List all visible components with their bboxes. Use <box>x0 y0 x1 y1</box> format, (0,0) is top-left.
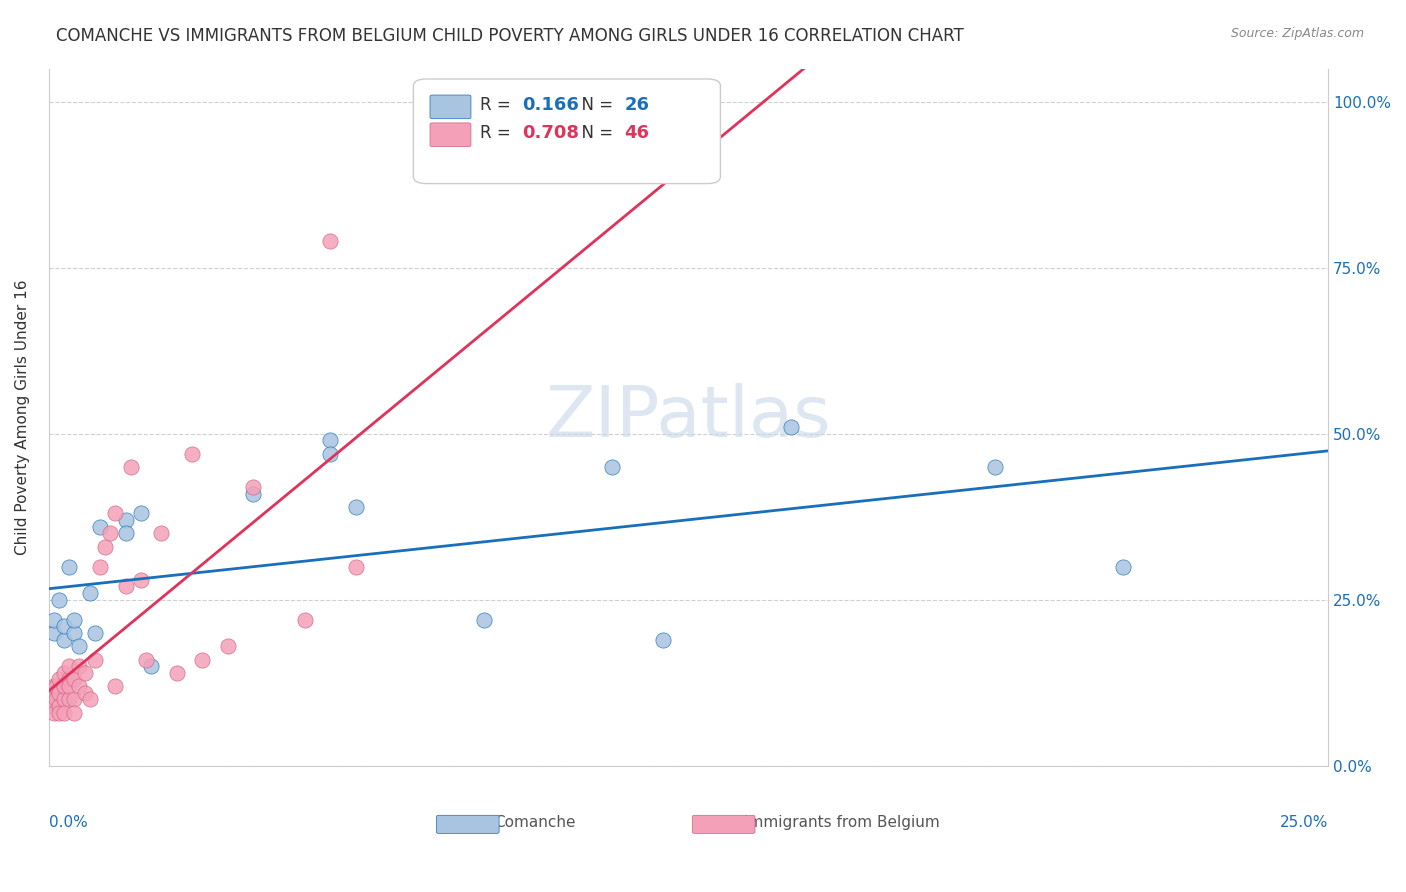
Point <box>1112 559 1135 574</box>
Text: Source: ZipAtlas.com: Source: ZipAtlas.com <box>1230 27 1364 40</box>
Point <box>344 500 367 514</box>
Point <box>58 692 80 706</box>
Point <box>45 692 67 706</box>
Text: 25.0%: 25.0% <box>1279 814 1329 830</box>
Text: N =: N = <box>571 96 619 114</box>
Point <box>63 613 86 627</box>
FancyBboxPatch shape <box>430 95 471 119</box>
Text: 0.0%: 0.0% <box>49 814 87 830</box>
Point <box>139 659 162 673</box>
Point <box>63 626 86 640</box>
Point <box>89 519 111 533</box>
Point <box>319 234 342 248</box>
FancyBboxPatch shape <box>692 815 755 833</box>
Point <box>58 559 80 574</box>
Point <box>53 692 76 706</box>
Text: N =: N = <box>571 124 619 143</box>
Point <box>63 673 86 687</box>
Text: COMANCHE VS IMMIGRANTS FROM BELGIUM CHILD POVERTY AMONG GIRLS UNDER 16 CORRELATI: COMANCHE VS IMMIGRANTS FROM BELGIUM CHIL… <box>56 27 965 45</box>
Point <box>94 540 117 554</box>
Text: 46: 46 <box>624 124 650 143</box>
Point <box>472 613 495 627</box>
Point <box>42 686 65 700</box>
Point <box>53 619 76 633</box>
Point <box>651 632 673 647</box>
Point <box>73 686 96 700</box>
Point <box>984 459 1007 474</box>
Point <box>73 665 96 680</box>
Y-axis label: Child Poverty Among Girls Under 16: Child Poverty Among Girls Under 16 <box>15 279 30 555</box>
Text: 0.708: 0.708 <box>522 124 579 143</box>
Text: 0.166: 0.166 <box>522 96 579 114</box>
Point <box>53 679 76 693</box>
Point <box>48 673 70 687</box>
Point <box>150 526 173 541</box>
Point <box>83 626 105 640</box>
Point <box>135 652 157 666</box>
Text: ZIPatlas: ZIPatlas <box>546 383 831 451</box>
Point <box>344 559 367 574</box>
Point <box>48 698 70 713</box>
Point <box>42 626 65 640</box>
Point <box>42 706 65 720</box>
Point <box>58 679 80 693</box>
Point <box>181 447 204 461</box>
Point <box>63 692 86 706</box>
Point <box>217 639 239 653</box>
Point <box>104 679 127 693</box>
Point <box>48 686 70 700</box>
Point <box>114 579 136 593</box>
Point <box>69 659 91 673</box>
Point <box>58 659 80 673</box>
Point <box>53 665 76 680</box>
Point <box>129 507 152 521</box>
Point <box>69 679 91 693</box>
Text: Immigrants from Belgium: Immigrants from Belgium <box>744 814 939 830</box>
Point <box>53 706 76 720</box>
Point <box>98 526 121 541</box>
Point <box>120 459 142 474</box>
Point <box>42 613 65 627</box>
Point <box>294 613 316 627</box>
Point <box>48 592 70 607</box>
FancyBboxPatch shape <box>413 79 720 184</box>
Point <box>242 486 264 500</box>
Point <box>600 459 623 474</box>
Point <box>83 652 105 666</box>
Text: 26: 26 <box>624 96 650 114</box>
Point <box>42 679 65 693</box>
Text: Comanche: Comanche <box>494 814 575 830</box>
Point <box>69 639 91 653</box>
Point <box>63 706 86 720</box>
Point <box>319 447 342 461</box>
Point <box>89 559 111 574</box>
FancyBboxPatch shape <box>436 815 499 833</box>
Point <box>114 526 136 541</box>
Point <box>114 513 136 527</box>
Point <box>48 706 70 720</box>
Point <box>53 632 76 647</box>
Point <box>58 673 80 687</box>
Point <box>242 480 264 494</box>
Point <box>45 679 67 693</box>
Point <box>104 507 127 521</box>
Point <box>79 586 101 600</box>
Text: R =: R = <box>479 96 516 114</box>
FancyBboxPatch shape <box>430 123 471 146</box>
Point <box>166 665 188 680</box>
Point <box>779 420 801 434</box>
Point <box>79 692 101 706</box>
Text: R =: R = <box>479 124 516 143</box>
Point <box>42 698 65 713</box>
Point <box>191 652 214 666</box>
Point <box>319 434 342 448</box>
Point <box>39 692 62 706</box>
Point <box>129 573 152 587</box>
